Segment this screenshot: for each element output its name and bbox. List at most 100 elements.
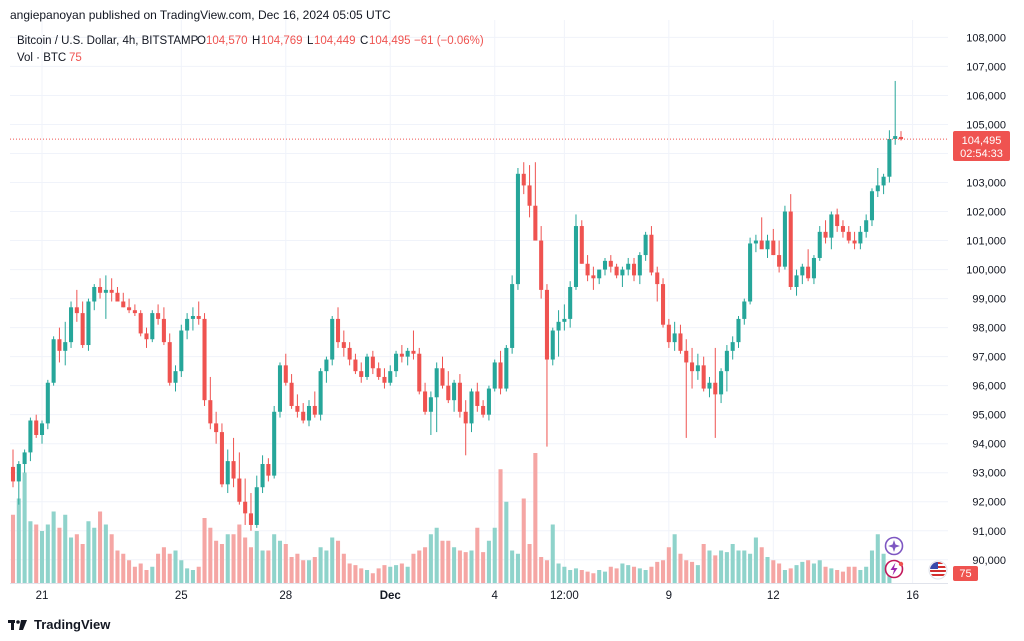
volume-bar <box>190 570 195 583</box>
volume-bar <box>28 521 33 583</box>
candle-body <box>637 255 642 276</box>
candle-body <box>510 284 515 348</box>
volume-bar <box>539 557 544 583</box>
volume-bar <box>544 560 549 583</box>
candle <box>829 211 834 250</box>
candle <box>28 417 33 462</box>
volume-bar <box>219 544 224 583</box>
candle-body <box>248 513 253 525</box>
volume-bar <box>695 565 700 583</box>
last-price-tag: 104,495 02:54:33 <box>953 131 1010 161</box>
candle-body <box>527 185 532 206</box>
volume-bar <box>16 498 21 583</box>
volume-bar <box>103 524 108 583</box>
volume-tag-value: 75 <box>959 568 971 580</box>
candle <box>701 356 706 392</box>
candle <box>730 336 735 360</box>
volume-bar <box>620 563 625 583</box>
volume-bar <box>852 566 857 583</box>
candle <box>666 318 671 348</box>
y-tick-label: 91,000 <box>972 526 1006 538</box>
candle-body <box>86 301 91 346</box>
candle-body <box>777 255 782 267</box>
candle <box>69 301 74 348</box>
candle-body <box>231 461 236 479</box>
legend-o-value: 104,570 <box>206 35 248 47</box>
y-tick-label: 99,000 <box>972 294 1006 306</box>
sparkle-event-icon[interactable] <box>884 536 904 556</box>
volume-bar <box>92 527 97 583</box>
candle <box>214 411 219 444</box>
volume-bar <box>713 555 718 583</box>
candle <box>782 205 787 270</box>
candle-body <box>649 234 654 273</box>
lightning-event-icon[interactable] <box>884 559 904 579</box>
candle <box>237 452 242 505</box>
candle-body <box>266 464 271 476</box>
candle-body <box>260 464 265 488</box>
candle-body <box>782 211 787 267</box>
volume-bar <box>817 560 822 583</box>
candle <box>527 165 532 218</box>
candle-body <box>179 330 184 372</box>
candle-body <box>852 240 857 244</box>
volume-bar <box>156 553 161 583</box>
candle-body <box>69 307 74 343</box>
candle-body <box>858 231 863 244</box>
candle-body <box>190 316 195 319</box>
volume-bar <box>202 518 207 583</box>
candle <box>45 379 50 430</box>
candle <box>347 342 352 366</box>
candle <box>260 455 265 494</box>
candle <box>272 405 277 479</box>
candle <box>713 347 718 438</box>
volume-bar <box>788 568 793 583</box>
price-chart[interactable]: 90,000 91,000 92,000 93,000 94,000 95,000 96,0… <box>0 0 1024 605</box>
volume-bar <box>684 560 689 583</box>
candle-body <box>51 339 56 383</box>
candle-body <box>370 356 375 369</box>
candle <box>127 298 132 314</box>
y-tick-label: 106,000 <box>966 90 1006 102</box>
volume-bar <box>690 561 695 583</box>
candle <box>678 324 683 354</box>
candle-body <box>132 310 137 314</box>
candle <box>573 214 579 290</box>
candle <box>318 368 323 421</box>
candle <box>173 365 178 392</box>
candle <box>817 226 822 261</box>
currency-flag-icon[interactable] <box>928 560 948 580</box>
candle <box>370 350 375 375</box>
candle <box>289 374 294 409</box>
volume-bar <box>614 568 619 583</box>
volume-bar <box>318 547 323 583</box>
volume-bar <box>34 524 39 583</box>
candle <box>219 423 224 488</box>
volume-bar <box>272 534 277 583</box>
volume-bars <box>10 453 892 583</box>
candle <box>115 286 120 302</box>
volume-bar <box>63 514 68 583</box>
candle <box>655 266 660 302</box>
candle-body <box>504 347 509 389</box>
candle-body <box>550 330 555 360</box>
volume-bar <box>74 534 79 583</box>
candle <box>608 255 613 273</box>
volume-bar <box>829 568 834 583</box>
candle-body <box>713 382 718 395</box>
volume-bar <box>730 544 735 583</box>
volume-bar <box>132 566 137 583</box>
candle <box>202 313 207 406</box>
volume-bar <box>742 550 747 583</box>
volume-bar <box>463 552 468 583</box>
volume-bar <box>521 498 526 583</box>
volume-bar <box>335 540 341 583</box>
volume-bar <box>498 469 503 583</box>
candle <box>875 168 880 198</box>
volume-bar <box>533 453 538 583</box>
candle <box>864 214 869 238</box>
candle <box>579 220 584 264</box>
candle-body <box>736 318 741 343</box>
candle <box>394 350 399 377</box>
candle-body <box>365 356 370 377</box>
